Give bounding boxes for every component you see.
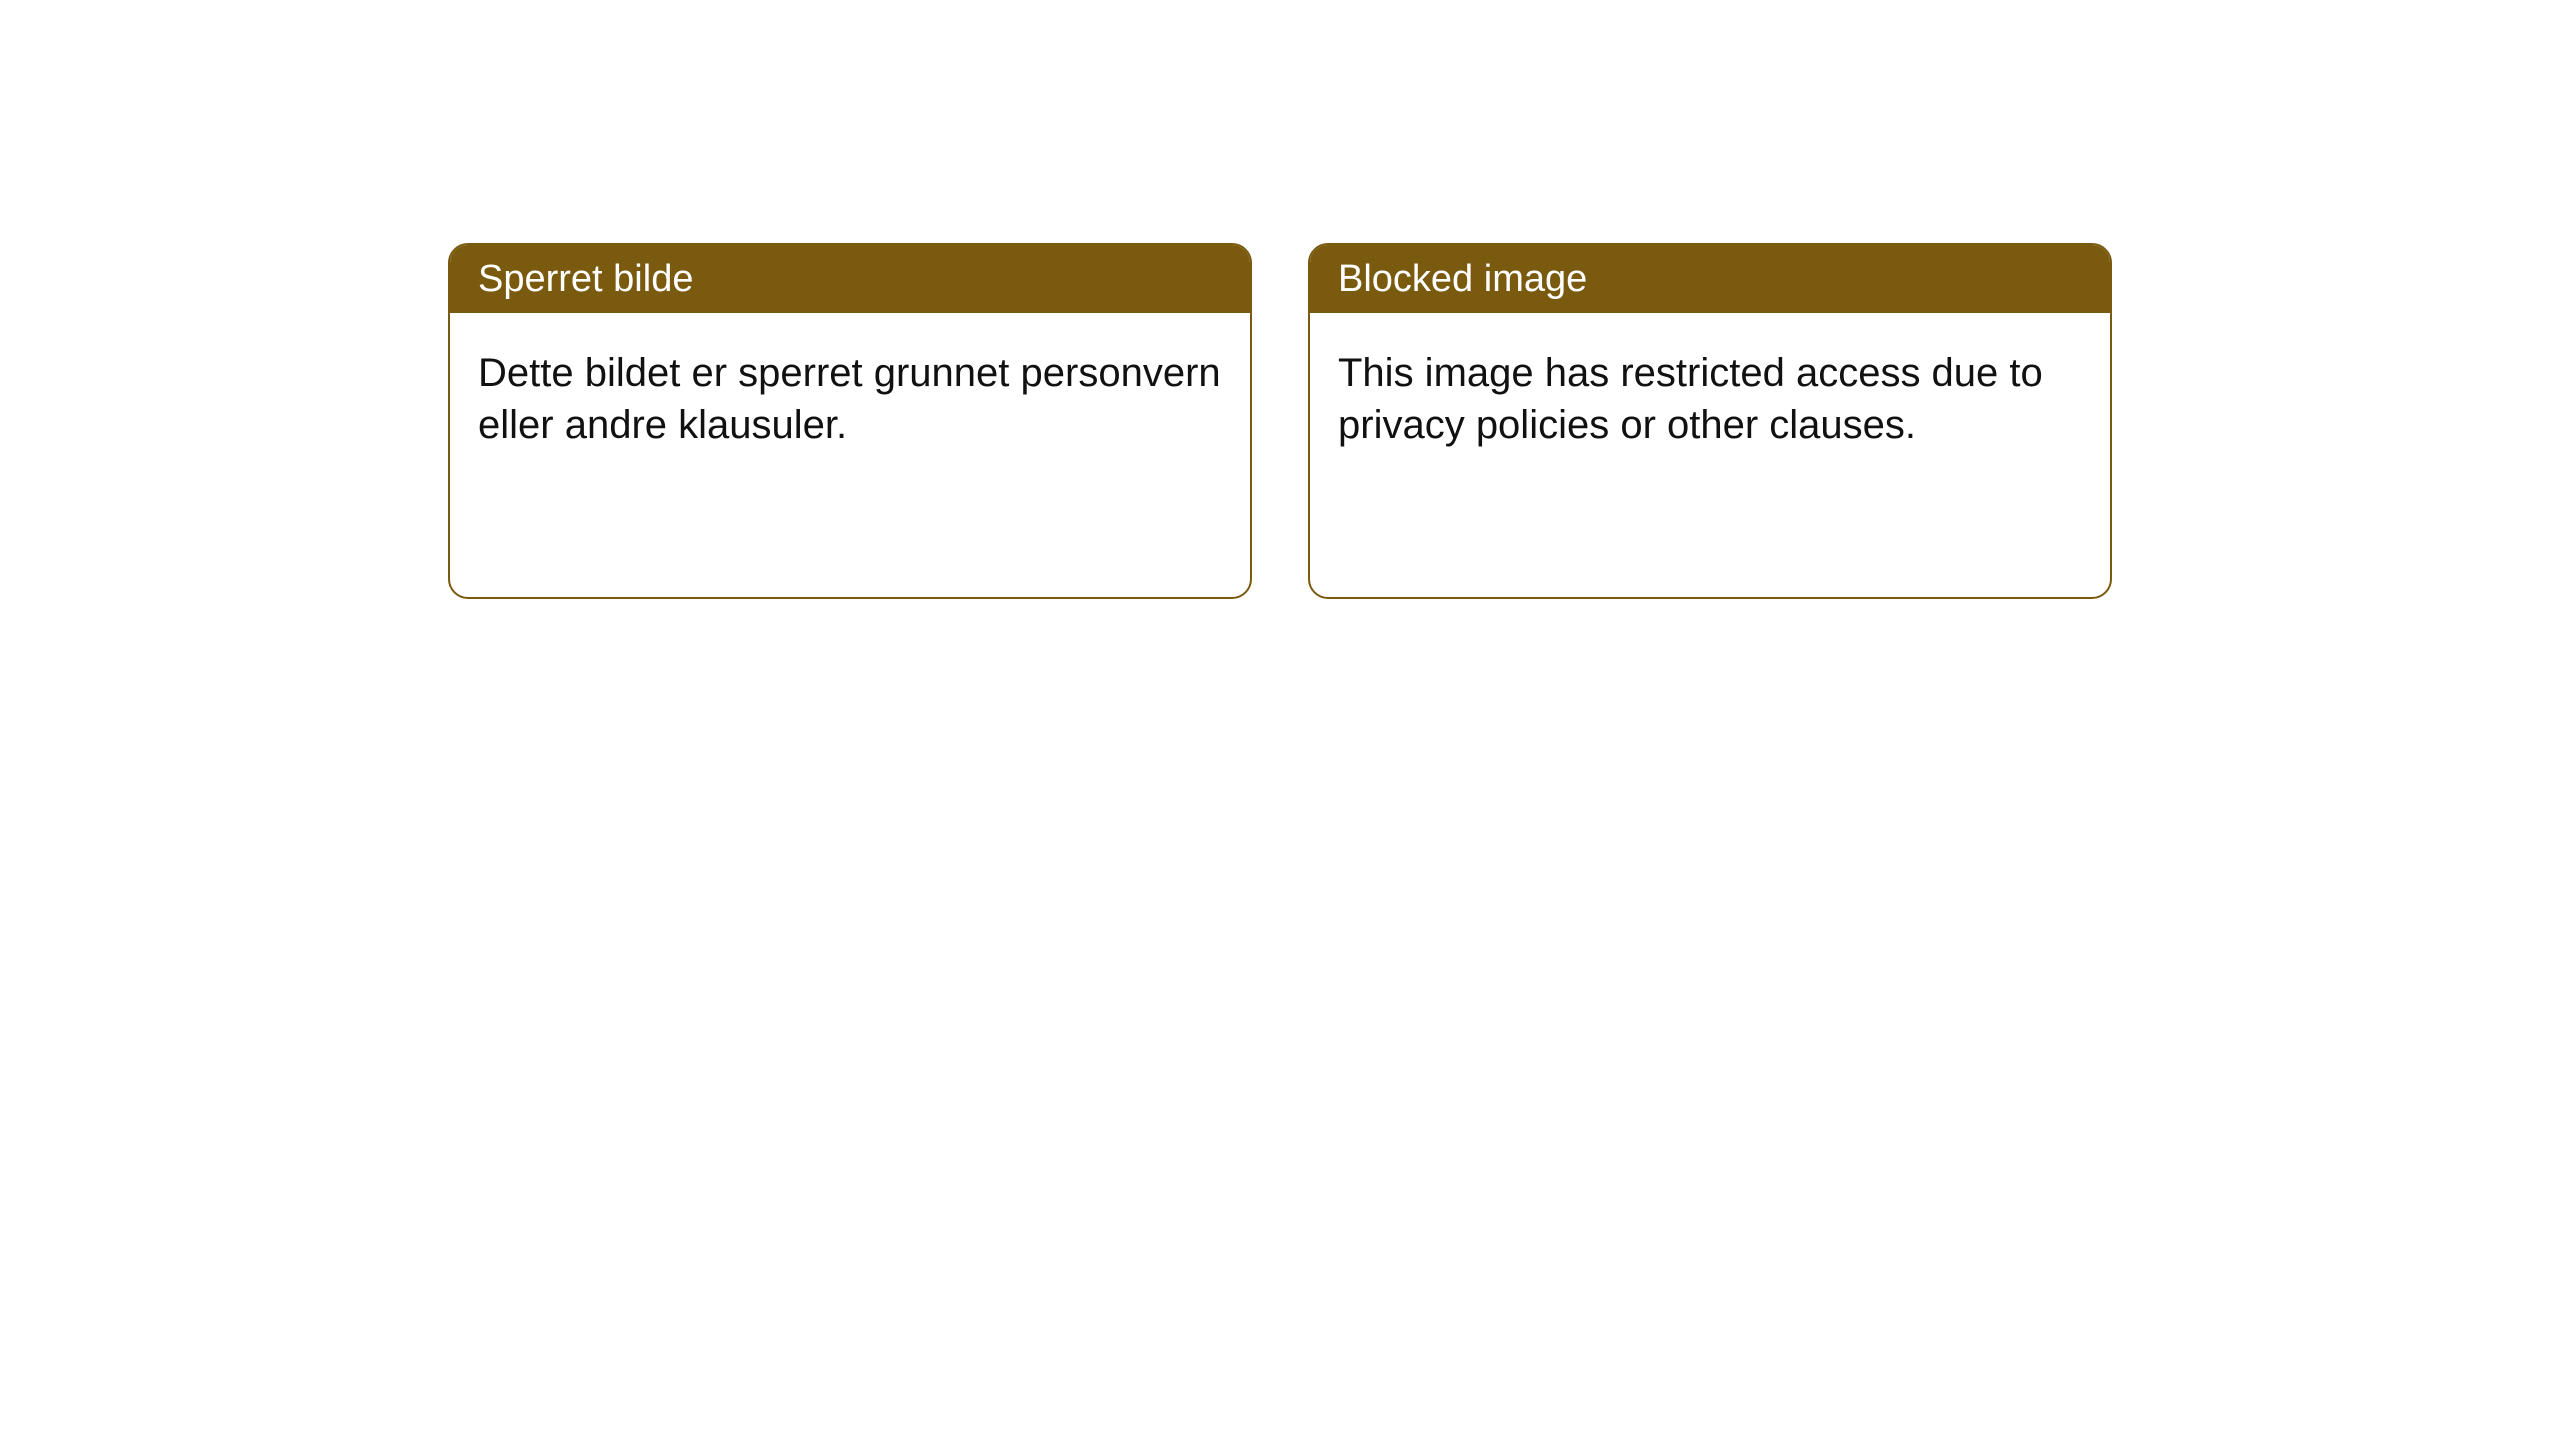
notice-body-en: This image has restricted access due to … — [1310, 313, 2110, 597]
notice-header-no: Sperret bilde — [450, 245, 1250, 313]
notice-header-en: Blocked image — [1310, 245, 2110, 313]
notice-body-no: Dette bildet er sperret grunnet personve… — [450, 313, 1250, 597]
notice-container: Sperret bilde Dette bildet er sperret gr… — [0, 0, 2560, 599]
notice-card-no: Sperret bilde Dette bildet er sperret gr… — [448, 243, 1252, 599]
notice-card-en: Blocked image This image has restricted … — [1308, 243, 2112, 599]
